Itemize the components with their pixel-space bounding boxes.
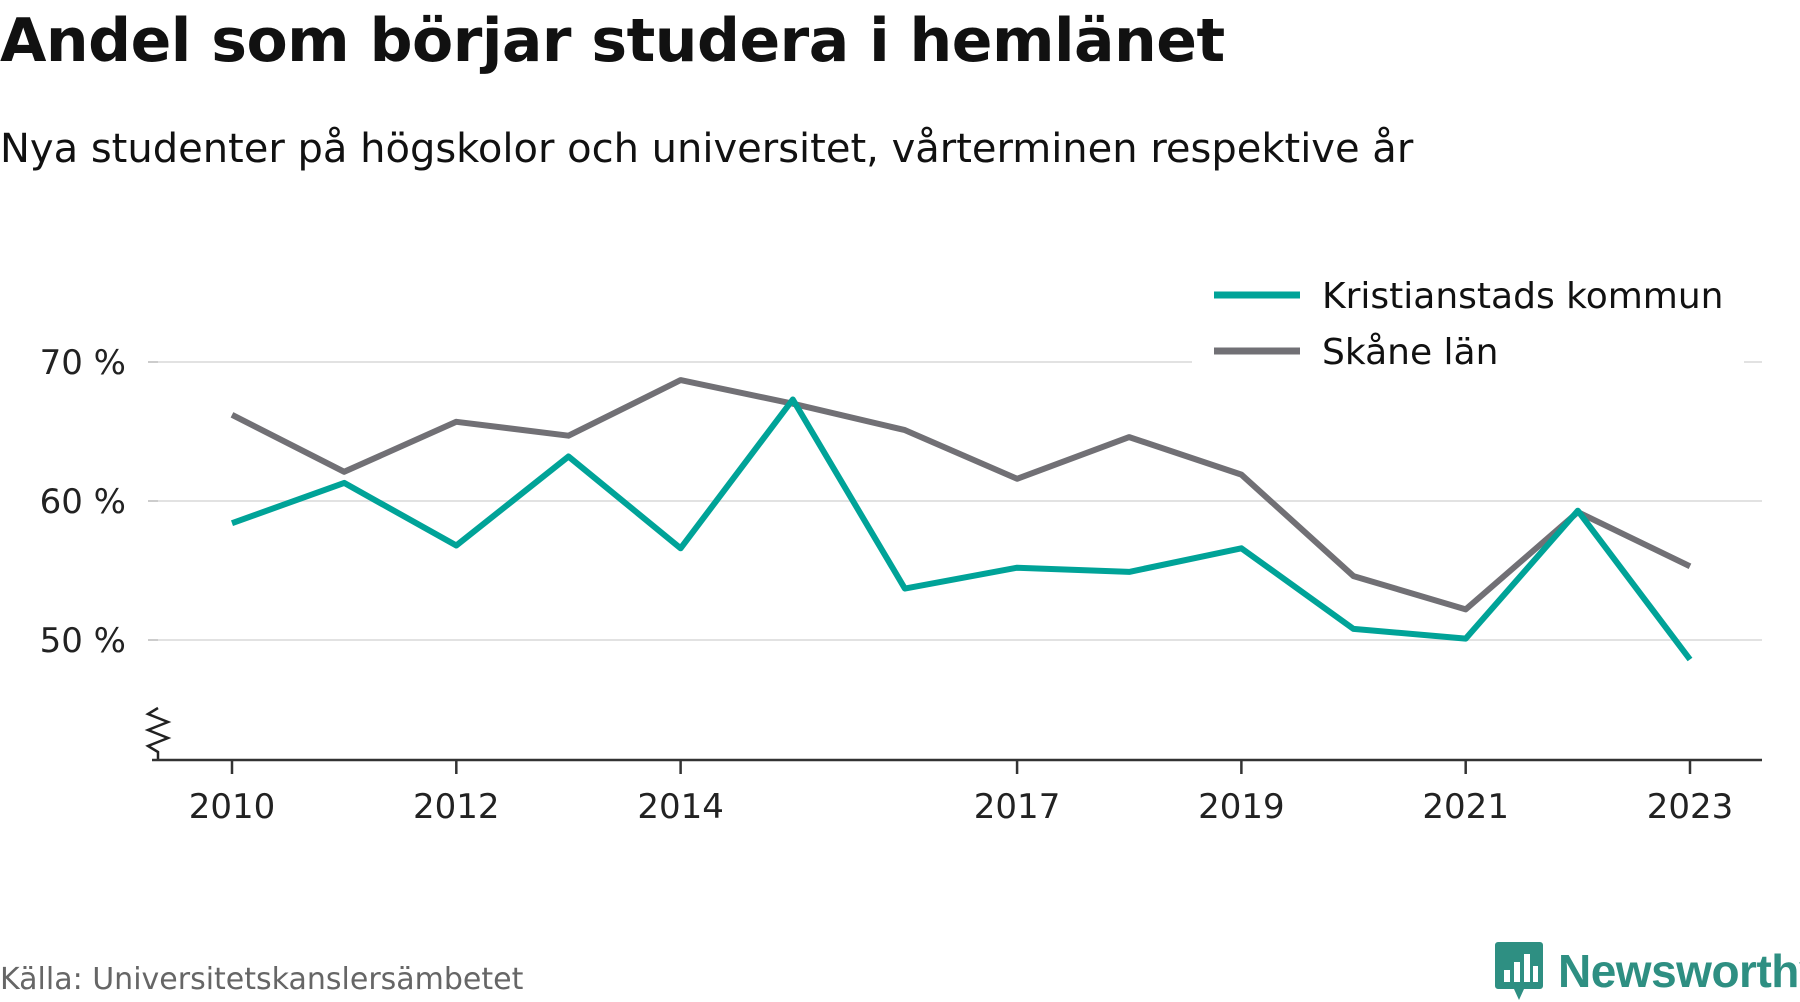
y-tick-label: 50 %	[40, 621, 126, 661]
y-tick-label: 60 %	[40, 482, 126, 522]
brand-logo: Newsworthy	[1494, 940, 1800, 1002]
series-line-kristianstads-kommun	[230, 396, 1693, 662]
x-tick-label: 2021	[1422, 787, 1509, 827]
axis-break-icon	[144, 706, 172, 760]
bar-chart-speech-bubble-icon	[1495, 942, 1543, 1000]
chart-subtitle: Nya studenter på högskolor och universit…	[0, 126, 1414, 172]
source-note: Källa: Universitetskanslersämbetet	[0, 962, 524, 997]
brand-name: Newsworthy	[1558, 945, 1800, 997]
x-tick-label: 2012	[413, 787, 500, 827]
chart-title: Andel som börjar studera i hemlänet	[0, 6, 1225, 76]
x-tick-label: 2023	[1647, 787, 1734, 827]
x-tick-label: 2019	[1198, 787, 1285, 827]
x-tick-label: 2017	[974, 787, 1061, 827]
line-chart: 50 % 60 % 70 % 2010 2012 2014 2017 2019 2021 2023…	[39, 250, 1762, 827]
series-line-sk-ne-l-n	[230, 377, 1692, 613]
legend-label: Kristianstads kommun	[1322, 276, 1724, 317]
x-tick-label: 2010	[189, 787, 276, 827]
y-tick-label: 70 %	[40, 343, 126, 383]
x-tick-label: 2014	[637, 787, 724, 827]
legend-label: Skåne län	[1322, 332, 1498, 373]
legend-background	[1192, 250, 1744, 388]
